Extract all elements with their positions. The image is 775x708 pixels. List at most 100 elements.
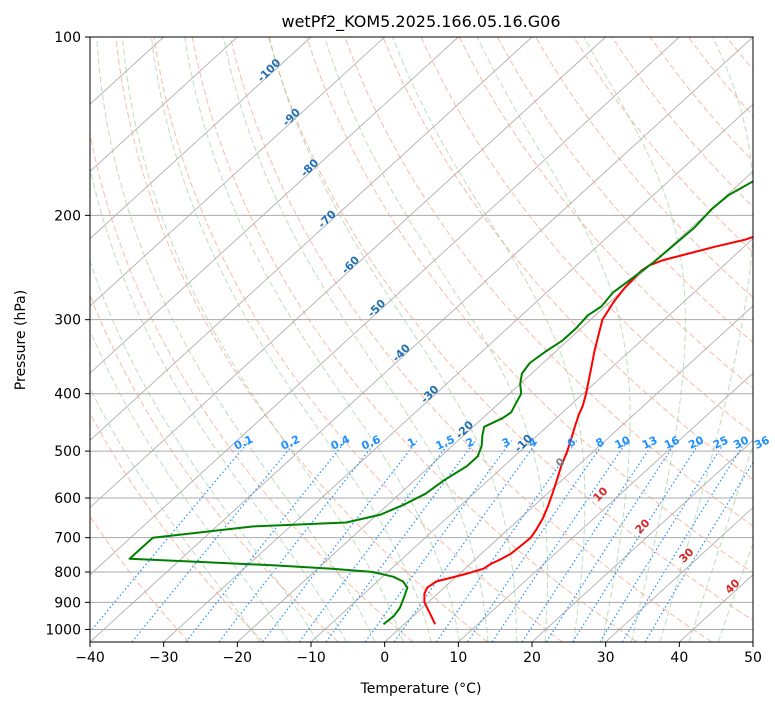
mixing-ratio-label: 20 xyxy=(686,433,706,451)
x-tick-label: −10 xyxy=(296,650,326,666)
y-tick-label: 100 xyxy=(54,30,81,46)
isotherm-line xyxy=(90,37,606,509)
isotherm-line xyxy=(531,439,753,642)
moist-adiabat-line xyxy=(90,328,290,642)
moist-adiabat-line xyxy=(688,444,753,642)
dry-adiabat-line xyxy=(90,515,190,642)
isotherm-line xyxy=(90,37,753,642)
moist-adiabat-line xyxy=(90,259,319,642)
mixing-ratio-line xyxy=(393,440,539,642)
x-tick-label: 40 xyxy=(670,650,688,666)
dry-adiabat-line xyxy=(344,37,753,527)
isotherm-line xyxy=(458,372,753,642)
dry-adiabat-label: -60 xyxy=(339,253,362,276)
dewpoint-profile-line xyxy=(128,180,753,625)
mixing-ratio-label: 16 xyxy=(662,433,682,451)
dry-adiabat-line xyxy=(229,37,712,642)
y-tick-label: 800 xyxy=(54,565,81,581)
dry-adiabat-line xyxy=(458,37,753,389)
x-axis: −40 −30 −20 −10 0 10 20 30 40 50 xyxy=(75,642,762,666)
isobar-grid xyxy=(90,37,753,630)
x-tick-label: 20 xyxy=(523,650,541,666)
mixing-ratio-label: 10 xyxy=(613,433,633,451)
mixing-ratio-label: 0.2 xyxy=(279,433,302,453)
dry-adiabat-label: -30 xyxy=(418,383,441,406)
dry-adiabat-line xyxy=(573,37,753,253)
x-tick-label: 0 xyxy=(380,650,389,666)
chart-title: wetPf2_KOM5.2025.166.05.16.G06 xyxy=(281,12,560,32)
dry-adiabat-line xyxy=(153,37,563,642)
isotherm-line xyxy=(90,37,312,240)
y-axis-title: Pressure (hPa) xyxy=(13,290,29,390)
x-tick-label: −40 xyxy=(75,650,105,666)
mixing-ratio-line xyxy=(599,440,727,642)
isotherm-line xyxy=(90,37,459,374)
mixing-ratio-label: 25 xyxy=(711,434,730,452)
dry-adiabat-line xyxy=(268,37,753,622)
y-tick-label: 1000 xyxy=(45,622,81,638)
dry-adiabat-label: -50 xyxy=(365,297,388,320)
isotherm-line xyxy=(163,103,753,642)
isotherm-line xyxy=(90,37,680,576)
mixing-ratio-line xyxy=(435,440,578,642)
dry-adiabat-line xyxy=(611,37,753,208)
temperature-profile-line xyxy=(423,235,753,625)
moist-adiabat-line xyxy=(268,37,517,642)
isotherm-line xyxy=(90,37,385,307)
dry-adiabat-label: -90 xyxy=(280,106,303,129)
mixing-ratio-label: 30 xyxy=(731,433,751,451)
moist-adiabat-line xyxy=(90,165,347,642)
x-tick-label: −30 xyxy=(149,650,179,666)
mixing-ratio-line xyxy=(131,440,297,642)
moist-adiabat-line xyxy=(659,37,753,642)
mixing-ratio-line xyxy=(572,440,702,642)
mixing-ratio-label: 1 xyxy=(405,435,417,450)
mixing-ratio-label: 3 xyxy=(500,435,512,450)
mixing-ratio-line xyxy=(644,461,753,642)
dry-adiabat-line xyxy=(496,37,753,344)
mixing-ratio-line xyxy=(185,440,347,642)
mixing-ratio-label: 0.4 xyxy=(329,433,352,453)
dry-adiabat-line xyxy=(90,412,264,642)
moist-adiabat-line xyxy=(324,37,549,642)
x-axis-title: Temperature (°C) xyxy=(360,681,482,697)
isotherm-line xyxy=(90,37,533,441)
mixing-ratio-line xyxy=(90,440,251,633)
dry-adiabat-label: -100 xyxy=(255,56,284,85)
mixing-ratio-line xyxy=(491,440,629,642)
moist-adiabat-line xyxy=(90,387,261,642)
y-tick-label: 600 xyxy=(54,491,81,507)
isotherm-line xyxy=(384,305,753,642)
x-tick-label: 10 xyxy=(449,650,467,666)
dry-adiabat-label: -20 xyxy=(453,418,476,441)
dry-adiabat-line xyxy=(191,37,638,642)
mixing-ratio-label: 8 xyxy=(594,435,606,450)
dry-adiabat-label: -70 xyxy=(316,207,339,230)
moist-adiabat-label: 10 xyxy=(591,484,611,504)
isotherm-line xyxy=(237,170,753,642)
y-tick-label: 700 xyxy=(54,531,81,547)
y-tick-label: 200 xyxy=(54,208,81,224)
mixing-ratio-line xyxy=(466,440,606,642)
dry-adiabat-line xyxy=(535,37,753,298)
y-tick-label: 900 xyxy=(54,595,81,611)
mixing-ratio-line xyxy=(262,440,418,642)
y-axis: 100 200 300 400 500 600 700 800 900 1000 xyxy=(45,30,90,638)
mixing-ratio-label: 36 xyxy=(752,433,772,451)
plot-frame xyxy=(89,36,754,643)
moist-adiabat-line xyxy=(121,37,404,642)
mixing-ratio-line xyxy=(621,440,747,642)
dry-adiabat-line xyxy=(765,37,775,642)
dry-adiabat-line xyxy=(115,37,488,642)
dry-adiabat-line xyxy=(687,37,753,117)
mixing-ratio-line xyxy=(325,440,476,642)
moist-adiabat-line xyxy=(150,37,432,642)
isotherm-line xyxy=(752,641,753,642)
background-lines xyxy=(90,37,775,642)
isotherm-line xyxy=(605,506,753,642)
dry-adiabat-line xyxy=(726,37,753,71)
dry-adiabat-label: -80 xyxy=(298,156,321,179)
y-tick-label: 400 xyxy=(54,387,81,403)
moist-adiabat-line xyxy=(392,37,586,642)
